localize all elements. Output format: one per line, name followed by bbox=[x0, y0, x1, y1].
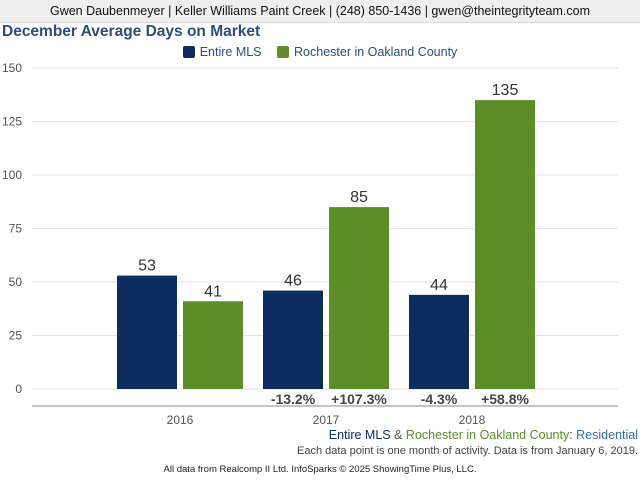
data-label: 44 bbox=[430, 277, 448, 294]
subtitle-series-b: Rochester in Oakland County bbox=[405, 428, 570, 442]
subtitle-series-a: Entire MLS bbox=[328, 428, 391, 442]
agent-header: Gwen Daubenmeyer | Keller Williams Paint… bbox=[0, 0, 640, 23]
legend-label-rochester: Rochester in Oakland County bbox=[294, 45, 458, 59]
data-label: 53 bbox=[138, 258, 156, 275]
bar-chart: 0 25 50 75 100 125 150 2016 53 41 2017 46 -13.2% 85 +1… bbox=[2, 61, 618, 427]
change-label: -13.2% bbox=[271, 391, 316, 407]
bar-entire-mls bbox=[409, 294, 469, 389]
subtitle-type: Residential bbox=[576, 428, 638, 442]
bar-entire-mls bbox=[117, 275, 177, 389]
y-tick-label: 125 bbox=[2, 115, 22, 129]
legend-item-rochester[interactable]: Rochester in Oakland County bbox=[277, 45, 457, 59]
x-tick-label: 2018 bbox=[459, 413, 486, 427]
legend-swatch-rochester bbox=[277, 46, 290, 58]
bar-entire-mls bbox=[263, 290, 323, 389]
y-tick-label: 0 bbox=[15, 382, 22, 396]
y-tick-label: 150 bbox=[2, 61, 22, 75]
data-label: 41 bbox=[204, 283, 222, 300]
x-tick-label: 2017 bbox=[313, 413, 340, 427]
subtitle-colon: : bbox=[569, 428, 577, 442]
bar-rochester bbox=[329, 207, 389, 389]
change-label: +107.3% bbox=[331, 391, 387, 407]
chart-legend: Entire MLS Rochester in Oakland County bbox=[0, 45, 640, 63]
y-tick-label: 75 bbox=[9, 222, 23, 236]
change-label: +58.8% bbox=[481, 391, 529, 407]
chart-subtitle: Entire MLS & Rochester in Oakland County… bbox=[329, 428, 638, 442]
y-tick-label: 50 bbox=[9, 275, 23, 289]
data-note: Each data point is one month of activity… bbox=[297, 445, 638, 457]
data-label: 46 bbox=[284, 273, 302, 290]
legend-swatch-entire-mls bbox=[182, 46, 195, 58]
data-label: 85 bbox=[350, 189, 368, 206]
legend-label-entire-mls: Entire MLS bbox=[199, 45, 262, 59]
bar-rochester bbox=[183, 301, 243, 389]
subtitle-amp: & bbox=[390, 428, 406, 442]
footer-credit: All data from Realcomp II Ltd. InfoSpark… bbox=[163, 464, 477, 475]
bar-rochester bbox=[475, 100, 535, 389]
chart-title: December Average Days on Market bbox=[2, 23, 261, 40]
y-tick-label: 100 bbox=[2, 168, 22, 182]
x-tick-label: 2016 bbox=[167, 413, 194, 427]
y-tick-label: 25 bbox=[9, 329, 23, 343]
legend-item-entire-mls[interactable]: Entire MLS bbox=[182, 45, 262, 59]
data-label: 135 bbox=[492, 82, 519, 99]
change-label: -4.3% bbox=[421, 391, 458, 407]
